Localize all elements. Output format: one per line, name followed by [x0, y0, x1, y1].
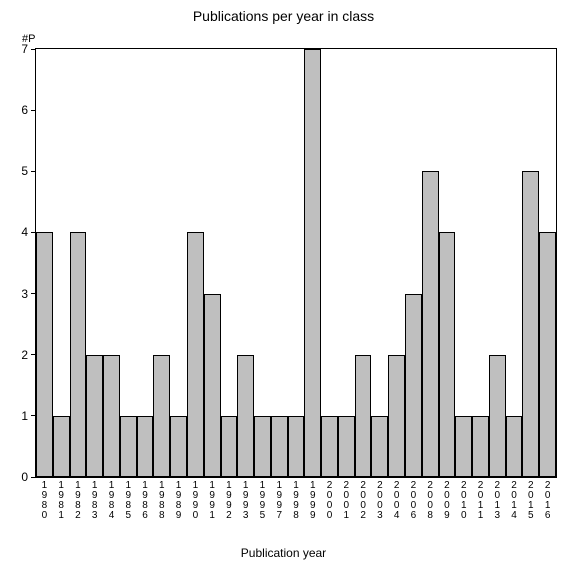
bar: [103, 355, 120, 477]
bar: [539, 232, 556, 477]
bar: [338, 416, 355, 477]
bar: [254, 416, 271, 477]
x-tick-label: 2003: [376, 481, 384, 521]
bar: [288, 416, 305, 477]
bar: [489, 355, 506, 477]
bar: [53, 416, 70, 477]
bar: [439, 232, 456, 477]
y-tick-label: 7: [21, 42, 28, 56]
bar: [304, 49, 321, 477]
x-tick-label: 1986: [141, 481, 149, 521]
x-tick-label: 2004: [393, 481, 401, 521]
y-tick: [31, 110, 36, 111]
bar: [120, 416, 137, 477]
x-tick-label: 1982: [74, 481, 82, 521]
y-tick-label: 2: [21, 348, 28, 362]
y-tick-label: 0: [21, 470, 28, 484]
x-tick-label: 1998: [292, 481, 300, 521]
x-tick-label: 2000: [326, 481, 334, 521]
bar: [371, 416, 388, 477]
x-tick-label: 1985: [124, 481, 132, 521]
bar: [221, 416, 238, 477]
x-tick-label: 2009: [443, 481, 451, 521]
y-tick-label: 3: [21, 287, 28, 301]
x-tick-label: 2014: [510, 481, 518, 521]
x-tick-label: 1999: [309, 481, 317, 521]
x-tick-label: 2016: [544, 481, 552, 521]
x-tick-label: 1989: [175, 481, 183, 521]
bar: [70, 232, 87, 477]
x-tick-label: 1980: [40, 481, 48, 521]
x-tick-label: 2002: [359, 481, 367, 521]
x-tick-label: 1988: [158, 481, 166, 521]
bar: [355, 355, 372, 477]
bar: [137, 416, 154, 477]
x-tick-label: 1997: [275, 481, 283, 521]
bar: [455, 416, 472, 477]
x-tick-label: 1991: [208, 481, 216, 521]
bar: [388, 355, 405, 477]
chart-container: Publications per year in class #P 012345…: [0, 0, 567, 567]
x-tick-label: 2015: [527, 481, 535, 521]
bar: [321, 416, 338, 477]
x-axis-label: Publication year: [0, 546, 567, 560]
x-tick-label: 1984: [107, 481, 115, 521]
bar: [170, 416, 187, 477]
x-tick-label: 2008: [426, 481, 434, 521]
bar: [36, 232, 53, 477]
plot-area: 0123456719801981198219831984198519861988…: [35, 48, 557, 478]
x-tick-label: 2010: [460, 481, 468, 521]
bar: [405, 294, 422, 477]
bar: [506, 416, 523, 477]
y-tick-label: 6: [21, 103, 28, 117]
y-tick: [31, 171, 36, 172]
y-tick-label: 1: [21, 409, 28, 423]
bar: [271, 416, 288, 477]
y-tick-label: 4: [21, 225, 28, 239]
x-tick-label: 1981: [57, 481, 65, 521]
bar: [187, 232, 204, 477]
bar: [153, 355, 170, 477]
y-tick: [31, 49, 36, 50]
bar: [422, 171, 439, 477]
x-tick-label: 1993: [242, 481, 250, 521]
bar: [237, 355, 254, 477]
bar: [204, 294, 221, 477]
bar: [522, 171, 539, 477]
x-tick-label: 2011: [477, 481, 485, 521]
x-tick-label: 1992: [225, 481, 233, 521]
x-tick-label: 1995: [258, 481, 266, 521]
x-tick-label: 2001: [342, 481, 350, 521]
bar: [472, 416, 489, 477]
x-tick-label: 1990: [191, 481, 199, 521]
x-tick-label: 2013: [493, 481, 501, 521]
x-tick-label: 2006: [409, 481, 417, 521]
y-tick-label: 5: [21, 164, 28, 178]
chart-title: Publications per year in class: [0, 8, 567, 24]
x-tick-label: 1983: [91, 481, 99, 521]
bar: [86, 355, 103, 477]
